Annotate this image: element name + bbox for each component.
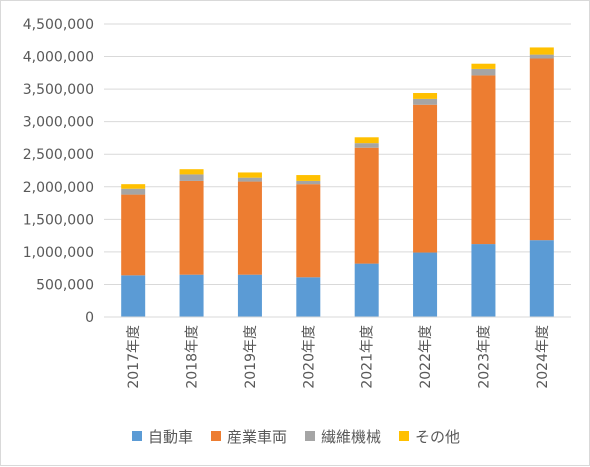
- y-tick-label: 4,000,000: [23, 50, 94, 66]
- bar-segment-1: [413, 104, 438, 253]
- legend-item-series-0: 自動車: [131, 426, 193, 447]
- bar-segment-2: [354, 143, 379, 148]
- bar-segment-2: [179, 174, 204, 181]
- legend-swatch: [131, 431, 142, 441]
- legend-item-series-1: 産業車両: [210, 426, 287, 447]
- y-tick-label: 1,000,000: [23, 245, 94, 261]
- bar-segment-1: [179, 180, 204, 275]
- bar-segment-1: [237, 181, 262, 275]
- bar-segment-1: [296, 184, 321, 278]
- bar-segment-0: [179, 274, 204, 317]
- bar-segment-1: [121, 194, 146, 276]
- legend-swatch: [399, 431, 410, 441]
- legend-item-series-2: 繊維機械: [305, 426, 381, 447]
- x-tick-label: 2019年度: [243, 325, 259, 389]
- y-tick-label: 0: [85, 310, 94, 326]
- bar-segment-3: [296, 175, 321, 181]
- legend-item-series-3: その他: [399, 426, 460, 447]
- x-tick-label: 2018年度: [185, 325, 201, 389]
- x-tick-label: 2017年度: [126, 325, 142, 389]
- x-tick-label: 2021年度: [360, 325, 376, 389]
- bar-segment-1: [529, 58, 554, 241]
- bar-segment-3: [121, 184, 146, 189]
- bar-segment-3: [179, 169, 204, 175]
- bar-segment-0: [354, 263, 379, 317]
- legend: 自動車 産業車両 繊維機械 その他: [1, 424, 590, 448]
- legend-swatch: [305, 431, 315, 441]
- bar-segment-3: [413, 93, 438, 99]
- y-tick-labels: 0 500,000 1,000,000 1,500,000 2,000,000 2,500…: [23, 17, 94, 326]
- bar-segment-0: [237, 274, 262, 317]
- y-tick-label: 1,500,000: [23, 212, 94, 228]
- y-tick-label: 500,000: [36, 277, 94, 293]
- legend-label: 自動車: [147, 427, 193, 446]
- y-tick-label: 3,000,000: [23, 115, 94, 131]
- x-tick-label: 2024年度: [535, 325, 551, 389]
- x-tick-labels: 2017年度 2018年度 2019年度 2020年度 2021年度 2022年度 2023…: [126, 325, 551, 389]
- bar-segment-1: [354, 147, 379, 264]
- bar-segment-3: [354, 137, 379, 144]
- y-tick-label: 4,500,000: [23, 17, 94, 33]
- bars: [121, 47, 554, 317]
- bar-segment-2: [471, 68, 496, 76]
- y-tick-label: 2,500,000: [23, 147, 94, 163]
- legend-swatch: [210, 431, 221, 441]
- bar-segment-1: [471, 75, 496, 245]
- y-tick-label: 3,500,000: [23, 82, 94, 98]
- y-tick-label: 2,000,000: [23, 180, 94, 196]
- bar-segment-2: [413, 98, 438, 105]
- bar-segment-2: [296, 180, 321, 185]
- bar-segment-3: [471, 63, 496, 69]
- bar-segment-0: [471, 244, 496, 317]
- legend-label: その他: [415, 427, 461, 446]
- bar-segment-0: [121, 275, 146, 317]
- x-tick-label: 2020年度: [301, 325, 317, 389]
- bar-segment-0: [296, 277, 321, 317]
- bar-segment-0: [529, 240, 554, 317]
- bar-segment-3: [237, 172, 262, 178]
- bar-segment-2: [237, 177, 262, 182]
- bar-segment-3: [529, 47, 554, 55]
- x-tick-label: 2022年度: [418, 325, 434, 389]
- bar-segment-2: [121, 188, 146, 195]
- bar-segment-2: [529, 54, 554, 59]
- legend-label: 産業車両: [226, 427, 287, 446]
- x-tick-label: 2023年度: [476, 325, 492, 389]
- gridlines: [104, 23, 571, 285]
- legend-label: 繊維機械: [321, 427, 382, 446]
- bar-segment-0: [413, 252, 438, 317]
